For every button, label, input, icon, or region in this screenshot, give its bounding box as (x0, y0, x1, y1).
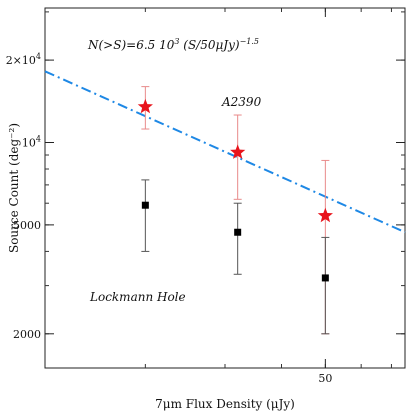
y-tick-label-base: 10 (22, 136, 36, 149)
y-tick-label-base: 5000 (13, 219, 41, 232)
star-marker-0 (137, 98, 153, 114)
formula-main: N(>S)=6.5 10 (87, 38, 175, 52)
star-marker-1 (230, 144, 246, 159)
formula-annotation: N(>S)=6.5 103 (S/50μJy)−1.5 (87, 37, 259, 52)
x-tick-label-0: 50 (318, 372, 332, 385)
axis-ticks (45, 8, 405, 368)
data-markers (137, 98, 333, 282)
plot-frame (44, 7, 406, 369)
y-tick-label-sup: 4 (36, 134, 41, 143)
y-tick-label-2: 104 (22, 134, 41, 149)
y-tick-label-1: 5000 (13, 219, 41, 232)
x-axis-label: 7μm Flux Density (μJy) (155, 397, 295, 411)
fit-line (44, 70, 406, 234)
square-marker-1 (234, 228, 242, 236)
lockmann-hole-label: Lockmann Hole (89, 290, 186, 304)
y-tick-label-base: 2×10 (6, 54, 36, 67)
a2390-label: A2390 (221, 95, 262, 109)
y-axis-label: Source Count (deg⁻²) (7, 123, 21, 253)
y-tick-label-sup: 4 (36, 52, 41, 61)
fit-line-group (44, 70, 406, 234)
star-marker-2 (317, 207, 333, 223)
y-tick-label-base: 2000 (13, 328, 41, 341)
square-marker-0 (141, 201, 149, 209)
formula-exp2: −1.5 (240, 37, 259, 46)
error-bars (141, 86, 330, 335)
square-marker-2 (321, 274, 329, 282)
formula-mid: (S/50μJy) (179, 38, 239, 52)
formula-exp1: 3 (174, 37, 179, 46)
y-tick-label-3: 2×104 (6, 52, 41, 67)
y-tick-label-0: 2000 (13, 328, 41, 341)
